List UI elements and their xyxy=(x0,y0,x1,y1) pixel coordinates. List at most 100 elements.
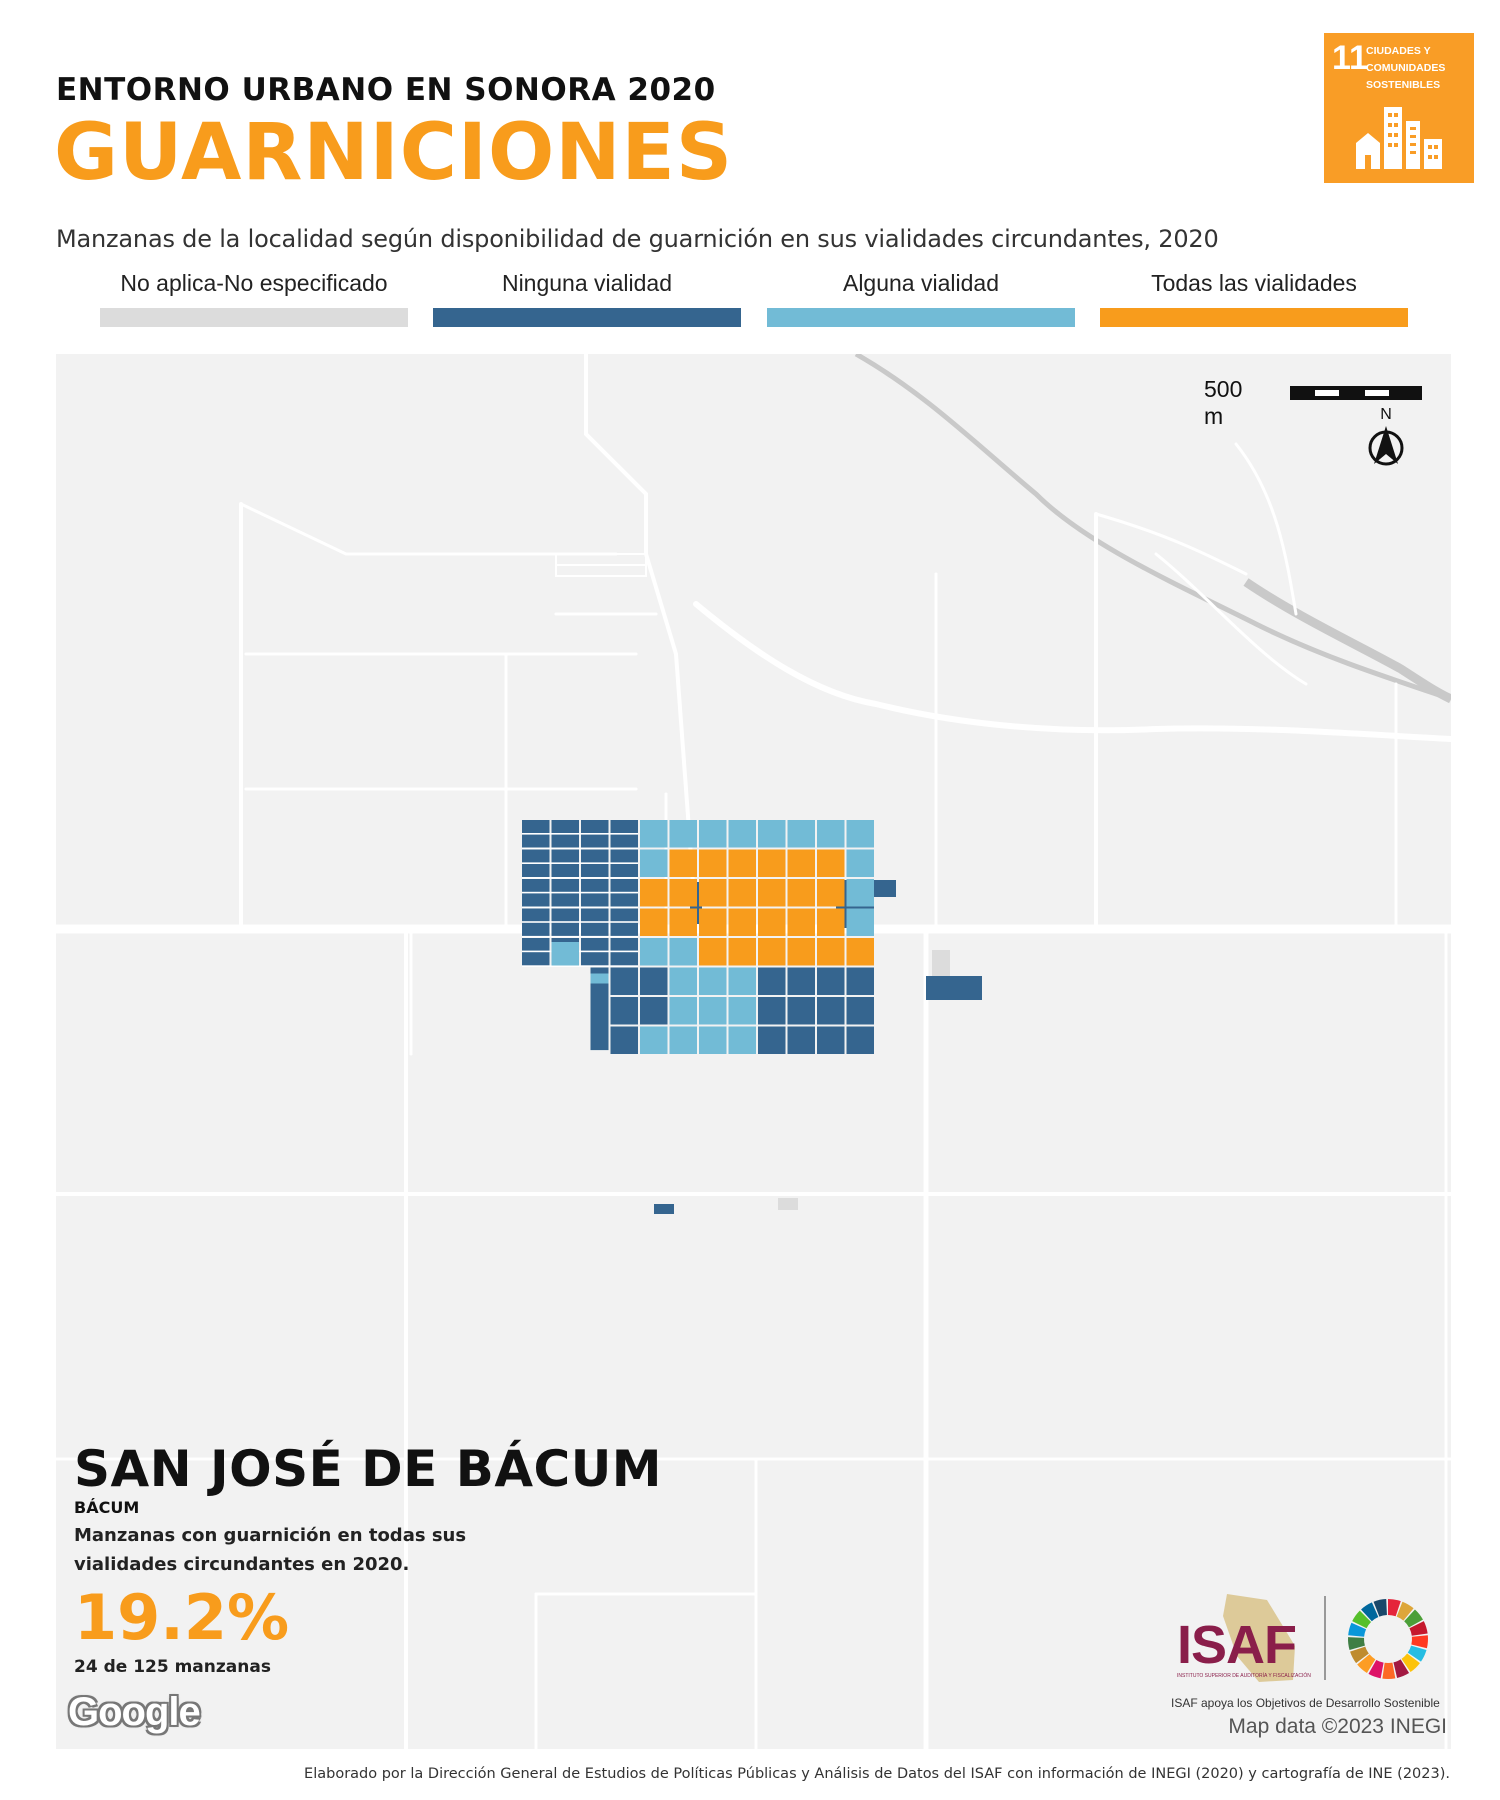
city-block xyxy=(728,1026,756,1054)
city-block xyxy=(758,938,786,966)
sdg-wheel-segment xyxy=(1404,1609,1423,1628)
block-divider xyxy=(522,965,638,967)
city-block xyxy=(669,967,697,995)
city-block xyxy=(610,997,638,1025)
legend-item-no-aplica: No aplica-No especificado xyxy=(100,268,408,327)
city-block xyxy=(640,820,668,848)
kicker-title: ENTORNO URBANO EN SONORA 2020 xyxy=(56,72,716,108)
sdg-number: 11 xyxy=(1332,39,1368,77)
city-block xyxy=(590,973,609,984)
block-divider xyxy=(522,847,638,850)
city-block xyxy=(669,849,697,877)
roads xyxy=(56,354,1451,1749)
map-attribution: Map data ©2023 INEGI xyxy=(1228,1715,1447,1738)
google-logo: Google xyxy=(68,1690,201,1734)
legend-item-alguna: Alguna vialidad xyxy=(767,268,1075,327)
logo-area: ISAF INSTITUTO SUPERIOR DE AUDITORÍA Y F… xyxy=(1167,1586,1451,1710)
city-block xyxy=(669,938,697,966)
city-block xyxy=(669,997,697,1025)
city-block xyxy=(640,908,668,936)
block-divider xyxy=(522,935,638,938)
sdg-wheel-segment xyxy=(1411,1635,1428,1649)
city-block xyxy=(640,879,668,907)
sdg-wheel-segment xyxy=(1361,1602,1379,1622)
city-buildings-icon xyxy=(1356,107,1442,169)
river xyxy=(854,354,1451,704)
city-block xyxy=(669,1026,697,1054)
city-block xyxy=(640,849,668,877)
city-block xyxy=(640,1026,668,1054)
city-block xyxy=(640,938,668,966)
city-block xyxy=(787,820,815,848)
city-block xyxy=(669,879,697,907)
city-block xyxy=(758,908,786,936)
city-block xyxy=(846,967,874,995)
city-block xyxy=(728,967,756,995)
block-divider xyxy=(522,950,638,953)
sdg-wheel-segment xyxy=(1409,1621,1428,1636)
legend-item-ninguna: Ninguna vialidad xyxy=(433,268,741,327)
city-block xyxy=(699,879,727,907)
city-block xyxy=(817,820,845,848)
legend-label: No aplica-No especificado xyxy=(120,270,388,296)
city-block xyxy=(758,1026,786,1054)
locality-panel: SAN JOSÉ DE BÁCUM BÁCUM Manzanas con gua… xyxy=(74,1440,662,1677)
legend-label: Todas las vialidades xyxy=(1151,270,1357,296)
north-label: N xyxy=(1380,406,1392,423)
legend-label: Ninguna vialidad xyxy=(501,270,673,296)
sdg-wheel-segment xyxy=(1348,1637,1365,1650)
city-block xyxy=(787,879,815,907)
city-block xyxy=(846,879,874,907)
scale-bar-graphic xyxy=(1290,386,1422,400)
map-canvas[interactable]: 500 m N SAN JOSÉ DE BÁCUM BÁCUM Manzanas… xyxy=(56,354,1451,1749)
city-block xyxy=(846,1026,874,1054)
block-divider xyxy=(522,877,638,879)
sdg-wheel-segment xyxy=(1407,1645,1427,1662)
city-block xyxy=(669,908,697,936)
city-block xyxy=(817,849,845,877)
city-block xyxy=(699,997,727,1025)
city-block xyxy=(758,997,786,1025)
sdg-wheel-segment xyxy=(1368,1659,1384,1679)
legend-swatch xyxy=(1100,308,1408,327)
sdg-wheel-icon xyxy=(1348,1599,1428,1679)
sdg-wheel-segment xyxy=(1382,1662,1396,1679)
city-block xyxy=(846,938,874,966)
city-block xyxy=(787,1026,815,1054)
city-block xyxy=(758,967,786,995)
city-block xyxy=(640,967,668,995)
legend-label: Alguna vialidad xyxy=(842,270,999,296)
city-block xyxy=(817,879,845,907)
isaf-logo-subtext: INSTITUTO SUPERIOR DE AUDITORÍA Y FISCAL… xyxy=(1177,1673,1311,1679)
city-block xyxy=(590,967,609,1051)
block-divider xyxy=(522,833,638,835)
city-block xyxy=(699,908,727,936)
base-map xyxy=(56,354,1451,1749)
map-subtitle: Manzanas de la localidad según disponibi… xyxy=(56,225,1219,253)
city-block xyxy=(728,879,756,907)
city-block xyxy=(787,908,815,936)
city-block xyxy=(787,849,815,877)
sdg-wheel-segment xyxy=(1350,1646,1369,1664)
city-block xyxy=(699,967,727,995)
legend-swatch xyxy=(767,308,1075,327)
city-block xyxy=(758,879,786,907)
city-block xyxy=(669,820,697,848)
city-block xyxy=(817,997,845,1025)
city-block xyxy=(787,997,815,1025)
city-block xyxy=(817,967,845,995)
block-divider xyxy=(522,906,638,909)
city-block xyxy=(817,908,845,936)
legend-swatch xyxy=(433,308,741,327)
city-block xyxy=(728,938,756,966)
city-block xyxy=(758,849,786,877)
sdg-wheel-segment xyxy=(1357,1654,1376,1674)
sdg-text: CIUDADES Y COMUNIDADES SOSTENIBLES xyxy=(1366,45,1446,91)
city-block xyxy=(728,820,756,848)
block-divider xyxy=(522,862,638,864)
isaf-logo: ISAF xyxy=(1177,1615,1297,1675)
city-block xyxy=(817,938,845,966)
city-block xyxy=(846,820,874,848)
block-grid xyxy=(522,820,874,1054)
city-block xyxy=(787,938,815,966)
